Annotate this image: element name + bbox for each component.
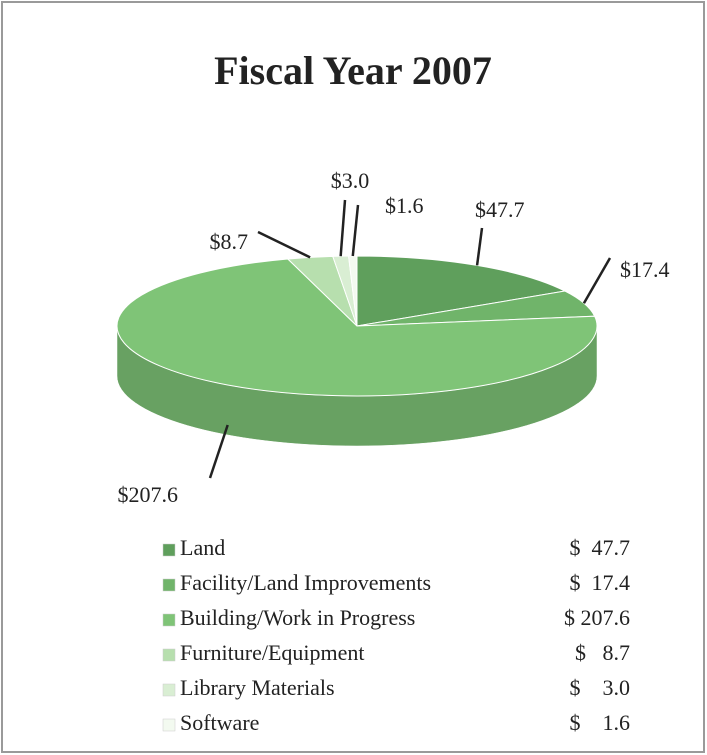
legend-value: $ 17.4 [570, 570, 631, 595]
leader-line [339, 199, 347, 257]
pie-slice [116, 258, 598, 397]
data-label: $3.0 [331, 168, 370, 193]
legend-swatch [162, 578, 176, 592]
legend-label: Land [180, 535, 225, 560]
legend-value: $ 47.7 [570, 535, 631, 560]
data-label: $207.6 [118, 482, 179, 507]
legend-value: $ 207.6 [564, 605, 630, 630]
legend-label: Library Materials [180, 675, 335, 700]
legend-swatch [162, 543, 176, 557]
leader-line [475, 227, 484, 266]
legend-value: $ 3.0 [570, 675, 631, 700]
legend-label: Furniture/Equipment [180, 640, 365, 665]
leader-line [257, 230, 311, 259]
legend-value: $ 1.6 [570, 710, 631, 735]
leader-line [582, 257, 612, 304]
leader-line [208, 424, 229, 479]
data-label: $1.6 [385, 193, 424, 218]
chart-title: Fiscal Year 2007 [214, 48, 492, 93]
legend-value: $ 8.7 [575, 640, 630, 665]
legend-label: Facility/Land Improvements [180, 570, 431, 595]
data-label: $47.7 [475, 197, 525, 222]
legend-swatch [162, 683, 176, 697]
legend-label: Software [180, 710, 259, 735]
leader-line [351, 204, 360, 257]
legend-swatch [162, 718, 176, 732]
data-label: $17.4 [620, 257, 670, 282]
legend-swatch [162, 613, 176, 627]
data-label: $8.7 [210, 229, 249, 254]
legend-label: Building/Work in Progress [180, 605, 415, 630]
legend-swatch [162, 648, 176, 662]
